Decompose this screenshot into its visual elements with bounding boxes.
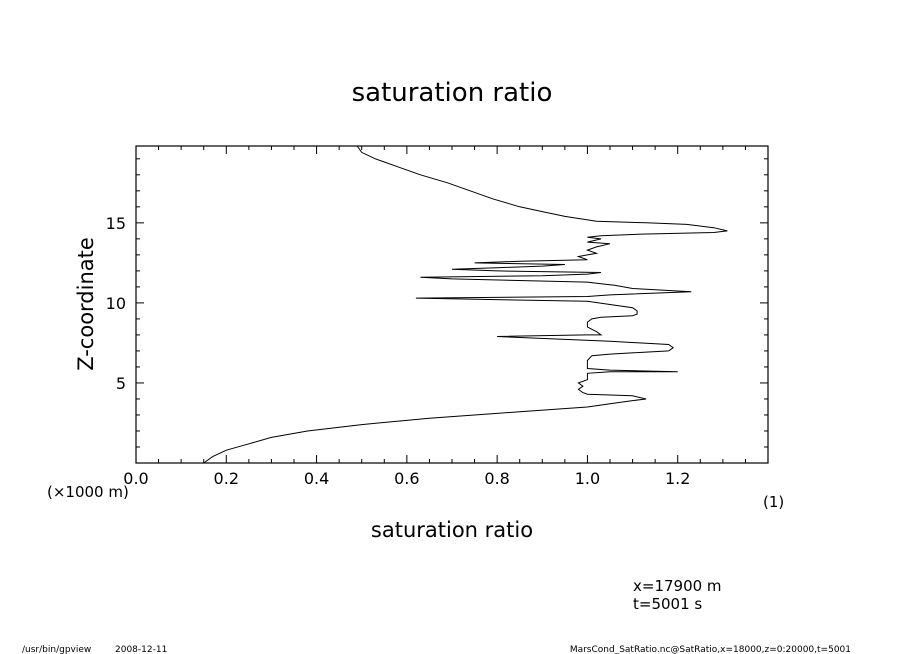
x-tick-label: 0.6 — [394, 469, 419, 488]
y-tick-label: 5 — [116, 374, 126, 393]
tick-marks — [135, 146, 769, 463]
x-tick-label: 0.0 — [123, 469, 148, 488]
x-position-annotation: x=17900 m — [633, 577, 722, 595]
x-tick-labels: 0.0 0.2 0.4 0.6 0.8 1.0 1.2 — [123, 469, 690, 488]
x-tick-label: 1.0 — [575, 469, 600, 488]
x-tick-label: 0.8 — [484, 469, 509, 488]
plot-frame — [135, 145, 769, 464]
y-unit-label: (×1000 m) — [47, 483, 129, 501]
x-tick-label: 1.2 — [665, 469, 690, 488]
x-tick-label: 0.4 — [304, 469, 329, 488]
footer-source: MarsCond_SatRatio.nc@SatRatio,x=18000,z=… — [570, 645, 851, 654]
time-annotation: t=5001 s — [633, 595, 702, 613]
y-tick-label: 10 — [106, 294, 126, 313]
x-tick-label: 0.2 — [214, 469, 239, 488]
y-tick-label: 15 — [106, 214, 126, 233]
series-line — [203, 145, 728, 464]
y-tick-labels: 5 10 15 — [106, 214, 126, 393]
chart-title: saturation ratio — [352, 78, 553, 108]
footer-date: 2008-12-11 — [115, 645, 167, 654]
x-unit-label: (1) — [763, 493, 784, 511]
y-axis-label: Z-coordinate — [74, 237, 98, 371]
x-axis-label: saturation ratio — [371, 518, 533, 542]
footer-program: /usr/bin/gpview — [22, 645, 91, 654]
